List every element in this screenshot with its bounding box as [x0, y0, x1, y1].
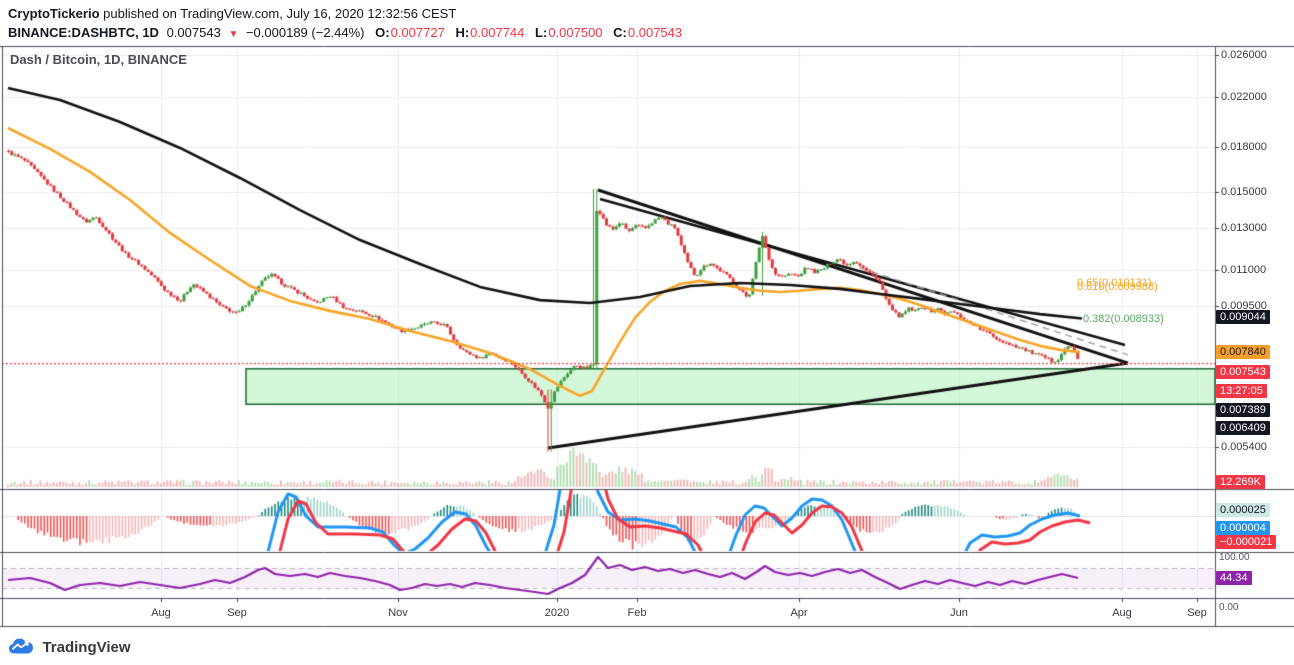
price-tick-label: 0.009500 — [1221, 300, 1267, 313]
chart-legend-title: Dash / Bitcoin, 1D, BINANCE — [10, 52, 187, 67]
tradingview-logo-text: TradingView — [42, 638, 131, 656]
attribution-rest: published on TradingView.com, July 16, 2… — [99, 6, 457, 21]
low-value: 0.007500 — [548, 25, 603, 40]
price-tick-label: 0.018000 — [1221, 140, 1267, 153]
price-change: −0.000189 (−2.44%) — [245, 25, 365, 40]
down-arrow-icon: ▼ — [228, 29, 239, 40]
scale-minor-label: 100.00 — [1219, 552, 1250, 563]
time-label-jun: Jun — [950, 607, 968, 619]
close-label: C: — [613, 25, 627, 40]
price-badge-histogram-value: 0.000025 — [1216, 503, 1270, 517]
fib-level-label-1: 0.618(0.009988) — [1077, 281, 1158, 293]
price-badge-signal-line-value: −0.000021 — [1216, 535, 1277, 549]
time-label-sep: Sep — [1187, 607, 1207, 619]
tradingview-cloud-icon — [9, 638, 33, 654]
time-axis[interactable]: Aug Sep Nov 2020 Feb Apr Jun Aug Sep — [0, 598, 1215, 626]
time-label-nov: Nov — [388, 607, 408, 619]
time-label-aug: Aug — [151, 607, 171, 619]
price-tick-label: 0.015000 — [1221, 186, 1267, 199]
price-badge-ma50-value: 0.007840 — [1216, 345, 1270, 359]
last-price: 0.007543 — [166, 25, 221, 40]
high-label: H: — [455, 25, 470, 40]
scale-minor-label: 0.00 — [1219, 602, 1239, 613]
price-badge-last-price: 0.007543 — [1216, 365, 1270, 379]
time-label-apr: Apr — [790, 607, 808, 619]
attribution-line: CryptoTickerio published on TradingView.… — [8, 6, 456, 21]
time-label-2020: 2020 — [544, 607, 570, 619]
price-badge-rsi-value: 44.34 — [1216, 571, 1252, 585]
price-tick-label: 0.011000 — [1221, 263, 1267, 276]
open-label: O: — [375, 25, 390, 40]
price-badge-volume-value: 12.269K — [1216, 475, 1265, 489]
price-axis[interactable]: 0.026000 0.022000 0.018000 0.015000 0.013000… — [1215, 46, 1294, 626]
fib-level-label-0: 0.65(0.010131) — [1077, 277, 1152, 289]
open-value: 0.007727 — [390, 25, 445, 40]
price-tick-label: 0.013000 — [1221, 221, 1267, 234]
time-label-feb: Feb — [627, 607, 647, 619]
price-tick-label: 0.026000 — [1221, 49, 1267, 61]
symbol-name: BINANCE:DASHBTC, 1D — [8, 25, 159, 40]
price-badge-zone-top: 0.007389 — [1216, 403, 1270, 417]
price-badge-macd-line-value: 0.000004 — [1216, 521, 1270, 535]
price-badge-bar-countdown: 13:27:05 — [1216, 384, 1267, 398]
tradingview-logo[interactable]: TradingView — [8, 636, 131, 658]
close-value: 0.007543 — [627, 25, 683, 40]
price-badge-ma200-value: 0.009044 — [1216, 310, 1270, 324]
fib-level-label-2: 0.382(0.008933) — [1083, 313, 1164, 325]
high-value: 0.007744 — [470, 25, 525, 40]
publisher-name: CryptoTickerio — [8, 6, 100, 21]
price-badge-zone-bottom: 0.006409 — [1216, 421, 1270, 435]
symbol-status-line: BINANCE:DASHBTC, 1D 0.007543 ▼ −0.000189… — [8, 25, 682, 40]
time-label-aug: Aug — [1112, 607, 1132, 619]
price-tick-label: 0.005400 — [1221, 440, 1267, 453]
low-label: L: — [535, 25, 548, 40]
price-tick-label: 0.022000 — [1221, 90, 1267, 103]
time-label-sep: Sep — [227, 607, 247, 619]
